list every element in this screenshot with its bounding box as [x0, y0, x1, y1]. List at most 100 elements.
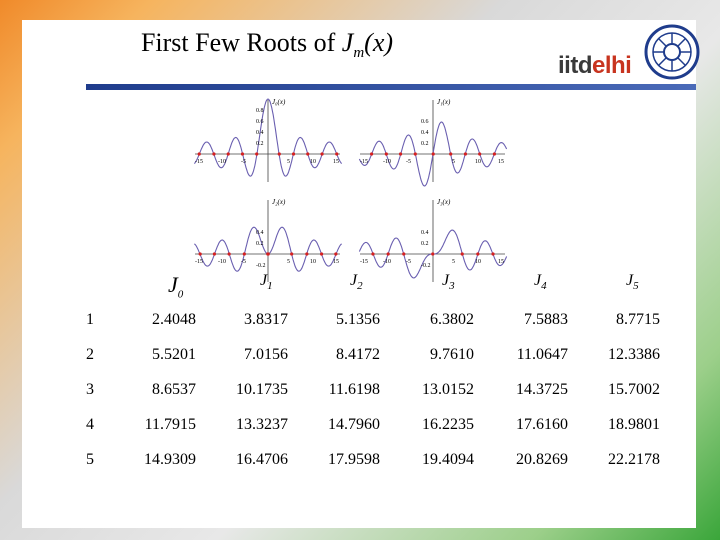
root-marker	[460, 252, 464, 256]
plot-label: J₁(x)	[437, 98, 451, 106]
row-index: 5	[86, 450, 94, 468]
root-marker	[491, 252, 495, 256]
x-tick-label: 15	[498, 259, 504, 265]
row-index: 2	[86, 345, 94, 363]
x-tick-label: -10	[218, 259, 226, 265]
column-header-3: J3	[442, 272, 455, 293]
bessel-curve	[193, 98, 343, 177]
column-header-0: J0	[168, 272, 184, 301]
x-tick-label: 5	[452, 259, 455, 265]
y-tick-label: 0.4	[256, 130, 264, 136]
root-marker	[227, 252, 231, 256]
x-tick-label: -5	[406, 159, 411, 165]
root-value: 7.5883	[524, 310, 568, 328]
root-value: 8.6537	[152, 380, 196, 398]
root-value: 3.8317	[244, 310, 288, 328]
x-tick-label: 10	[475, 159, 481, 165]
title-underline	[86, 84, 696, 90]
slide-title: First Few Roots of Jm(x)	[140, 28, 394, 62]
root-value: 11.0647	[516, 345, 568, 363]
root-marker	[305, 252, 309, 256]
root-value: 14.7960	[328, 415, 380, 433]
table-row: 3 8.6537 10.1735 11.6198 13.0152 14.3725 15.70…	[86, 372, 660, 407]
root-value: 16.4706	[236, 450, 288, 468]
root-marker	[413, 152, 417, 156]
plot-panel-2: J₂(x) 0.4 0.2 -0.2 -15 -10 -5 5 10 15	[194, 198, 342, 282]
root-value: 9.7610	[430, 345, 474, 363]
table-row: 1 2.4048 3.8317 5.1356 6.3802 7.5883 8.7715	[86, 302, 660, 337]
root-marker	[431, 252, 435, 256]
root-value: 19.4094	[422, 450, 474, 468]
plot-label: J₂(x)	[272, 198, 286, 206]
root-marker	[242, 252, 246, 256]
x-tick-label: -15	[360, 259, 368, 265]
root-marker	[478, 152, 482, 156]
table-row: 2 5.5201 7.0156 8.4172 9.7610 11.0647 12.3386	[86, 337, 660, 372]
root-marker	[255, 152, 259, 156]
y-tick-label: -0.2	[421, 263, 431, 269]
institute-seal-icon	[644, 24, 700, 80]
x-tick-label: -5	[241, 259, 246, 265]
x-tick-label: 15	[333, 259, 339, 265]
root-value: 6.3802	[430, 310, 474, 328]
roots-table: 1 2.4048 3.8317 5.1356 6.3802 7.5883 8.7715 2 5.…	[86, 302, 660, 477]
root-marker	[334, 252, 338, 256]
root-value: 11.7915	[144, 415, 196, 433]
root-value: 17.9598	[328, 450, 380, 468]
root-marker	[369, 152, 374, 156]
root-value: 14.9309	[144, 450, 196, 468]
x-tick-label: 10	[310, 159, 316, 165]
x-tick-label: 5	[287, 159, 290, 165]
y-tick-label: 0.2	[256, 241, 264, 247]
x-tick-label: 10	[475, 259, 481, 265]
x-tick-label: -10	[218, 159, 226, 165]
root-marker	[240, 152, 245, 156]
root-value: 20.8269	[516, 450, 568, 468]
x-tick-label: 5	[287, 259, 290, 265]
logo-wordmark: iitdelhi	[558, 52, 632, 79]
row-index: 3	[86, 380, 94, 398]
plot-panel-1: J₁(x) 0.6 0.4 0.2 -15 -10 -5 5 10 15	[358, 98, 508, 187]
column-header-5: J5	[626, 272, 639, 293]
plot-label: J₃(x)	[437, 198, 451, 206]
y-tick-label: 0.4	[256, 230, 264, 236]
plot-label: J₀(x)	[272, 98, 286, 106]
root-marker	[291, 152, 296, 156]
column-header-4: J4	[534, 272, 547, 293]
row-index: 4	[86, 415, 94, 433]
x-tick-label: -15	[195, 159, 203, 165]
y-tick-label: 0.4	[421, 230, 429, 236]
root-marker	[306, 152, 310, 156]
x-tick-label: -5	[241, 159, 246, 165]
root-marker	[197, 152, 201, 156]
column-header-1: J1	[260, 272, 273, 293]
root-marker	[277, 152, 281, 156]
y-tick-label: 0.6	[256, 119, 264, 125]
root-marker	[226, 152, 230, 156]
root-marker	[266, 252, 270, 256]
root-marker	[290, 252, 294, 256]
plot-panel-0: J₀(x) 0.8 0.6 0.4 0.2 -15 -10 -5 5 10 15	[193, 98, 343, 182]
root-marker	[463, 152, 468, 156]
root-marker	[320, 152, 324, 156]
slide: First Few Roots of Jm(x) iitdelhi J₀(x) 0…	[22, 20, 700, 528]
root-value: 7.0156	[244, 345, 288, 363]
root-marker	[402, 252, 406, 256]
x-tick-label: -5	[406, 259, 411, 265]
root-marker	[386, 252, 390, 256]
root-marker	[335, 152, 339, 156]
y-tick-label: 0.2	[256, 141, 264, 147]
y-tick-label: 0.6	[421, 119, 429, 125]
y-tick-label: 0.8	[256, 108, 264, 114]
root-value: 5.1356	[336, 310, 380, 328]
root-value: 17.6160	[516, 415, 568, 433]
x-tick-label: 5	[452, 159, 455, 165]
bessel-plots: J₀(x) 0.8 0.6 0.4 0.2 -15 -10 -5 5 10 15 J₁(x) 0.6 0.…	[193, 98, 508, 282]
root-value: 13.0152	[422, 380, 474, 398]
table-row: 5 14.9309 16.4706 17.9598 19.4094 20.8269 22.2…	[86, 442, 660, 477]
x-tick-label: -15	[360, 159, 368, 165]
x-tick-label: -10	[383, 259, 391, 265]
root-marker	[476, 252, 480, 256]
root-value: 16.2235	[422, 415, 474, 433]
root-marker	[212, 152, 216, 156]
